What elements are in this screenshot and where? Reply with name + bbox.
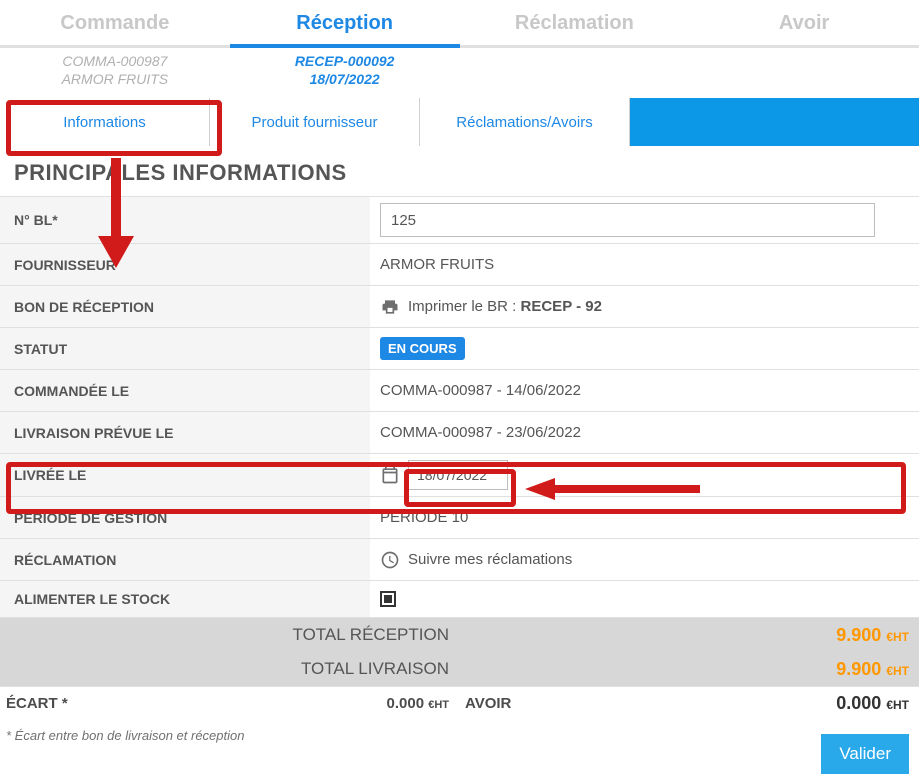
ecart-value: 0.000 xyxy=(387,695,425,712)
total-reception-unit: €HT xyxy=(886,630,909,644)
label-fournisseur: FOURNISSEUR xyxy=(0,244,370,285)
value-fournisseur: ARMOR FRUITS xyxy=(370,250,919,279)
input-bl[interactable] xyxy=(380,203,875,237)
footnote: * Écart entre bon de livraison et récept… xyxy=(0,720,919,743)
link-suivre-reclamations[interactable]: Suivre mes réclamations xyxy=(408,551,572,568)
ecart-label: ÉCART * xyxy=(0,695,68,712)
total-reception-row: TOTAL RÉCEPTION 9.900 €HT xyxy=(0,618,919,652)
top-nav: Commande Réception Réclamation Avoir xyxy=(0,0,919,48)
avoir-value: 0.000 xyxy=(836,693,881,713)
tab-bar: Informations Produit fournisseur Réclama… xyxy=(0,98,919,146)
total-reception-label: TOTAL RÉCEPTION xyxy=(0,625,457,645)
topnav-reclamation[interactable]: Réclamation xyxy=(460,6,690,45)
value-livraison-prevue: COMMA-000987 - 23/06/2022 xyxy=(370,418,919,447)
ecart-avoir-row: ÉCART * 0.000 €HT AVOIR 0.000 €HT xyxy=(0,686,919,720)
section-title: PRINCIPALES INFORMATIONS xyxy=(0,146,919,196)
link-imprimer-br[interactable]: Imprimer le BR : RECEP - 92 xyxy=(408,298,602,315)
total-reception-value: 9.900 xyxy=(836,625,881,645)
topsub-commande-ref: COMMA-000987 xyxy=(0,52,230,70)
row-periode: PÉRIODE DE GESTION PÉRIODE 10 xyxy=(0,497,919,539)
printer-icon xyxy=(380,297,400,317)
input-livree-le[interactable] xyxy=(408,460,508,490)
label-bl: N° BL* xyxy=(0,197,370,243)
row-bon-reception: BON DE RÉCEPTION Imprimer le BR : RECEP … xyxy=(0,286,919,328)
value-periode: PÉRIODE 10 xyxy=(370,503,919,532)
ecart-unit: €HT xyxy=(428,699,449,711)
total-livraison-unit: €HT xyxy=(886,664,909,678)
value-commandee-le: COMMA-000987 - 14/06/2022 xyxy=(370,376,919,405)
row-alimenter-stock: ALIMENTER LE STOCK xyxy=(0,581,919,618)
topnav-reception[interactable]: Réception xyxy=(230,6,460,45)
row-statut: STATUT EN COURS xyxy=(0,328,919,370)
info-rows: N° BL* FOURNISSEUR ARMOR FRUITS BON DE R… xyxy=(0,196,919,618)
top-sub: COMMA-000987 ARMOR FRUITS RECEP-000092 1… xyxy=(0,48,919,98)
total-livraison-row: TOTAL LIVRAISON 9.900 €HT xyxy=(0,652,919,686)
row-fournisseur: FOURNISSEUR ARMOR FRUITS xyxy=(0,244,919,286)
total-livraison-value: 9.900 xyxy=(836,659,881,679)
tab-produit-fournisseur[interactable]: Produit fournisseur xyxy=(210,98,420,146)
checkbox-alimenter-stock[interactable] xyxy=(380,591,396,607)
row-bl: N° BL* xyxy=(0,197,919,244)
label-commandee-le: COMMANDÉE LE xyxy=(0,370,370,411)
label-statut: STATUT xyxy=(0,328,370,369)
clock-icon xyxy=(380,550,400,570)
totals: TOTAL RÉCEPTION 9.900 €HT TOTAL LIVRAISO… xyxy=(0,618,919,720)
calendar-icon[interactable] xyxy=(380,465,400,485)
row-reclamation: RÉCLAMATION Suivre mes réclamations xyxy=(0,539,919,581)
topsub-commande-supplier: ARMOR FRUITS xyxy=(0,70,230,88)
topsub-reception-ref: RECEP-000092 xyxy=(230,52,460,70)
tab-informations[interactable]: Informations xyxy=(0,98,210,146)
topnav-avoir[interactable]: Avoir xyxy=(689,6,919,45)
tab-reclamations-avoirs[interactable]: Réclamations/Avoirs xyxy=(420,98,630,146)
status-badge: EN COURS xyxy=(380,337,465,360)
label-alimenter-stock: ALIMENTER LE STOCK xyxy=(0,581,370,617)
row-livree-le: LIVRÉE LE xyxy=(0,454,919,497)
avoir-label: AVOIR xyxy=(457,695,511,712)
row-livraison-prevue: LIVRAISON PRÉVUE LE COMMA-000987 - 23/06… xyxy=(0,412,919,454)
label-livraison-prevue: LIVRAISON PRÉVUE LE xyxy=(0,412,370,453)
valider-button[interactable]: Valider xyxy=(821,734,909,774)
row-commandee-le: COMMANDÉE LE COMMA-000987 - 14/06/2022 xyxy=(0,370,919,412)
avoir-unit: €HT xyxy=(886,698,909,712)
topsub-reception-date: 18/07/2022 xyxy=(230,70,460,88)
total-livraison-label: TOTAL LIVRAISON xyxy=(0,659,457,679)
label-bon-reception: BON DE RÉCEPTION xyxy=(0,286,370,327)
topnav-commande[interactable]: Commande xyxy=(0,6,230,45)
label-livree-le: LIVRÉE LE xyxy=(0,454,370,496)
label-reclamation: RÉCLAMATION xyxy=(0,539,370,580)
label-periode: PÉRIODE DE GESTION xyxy=(0,497,370,538)
